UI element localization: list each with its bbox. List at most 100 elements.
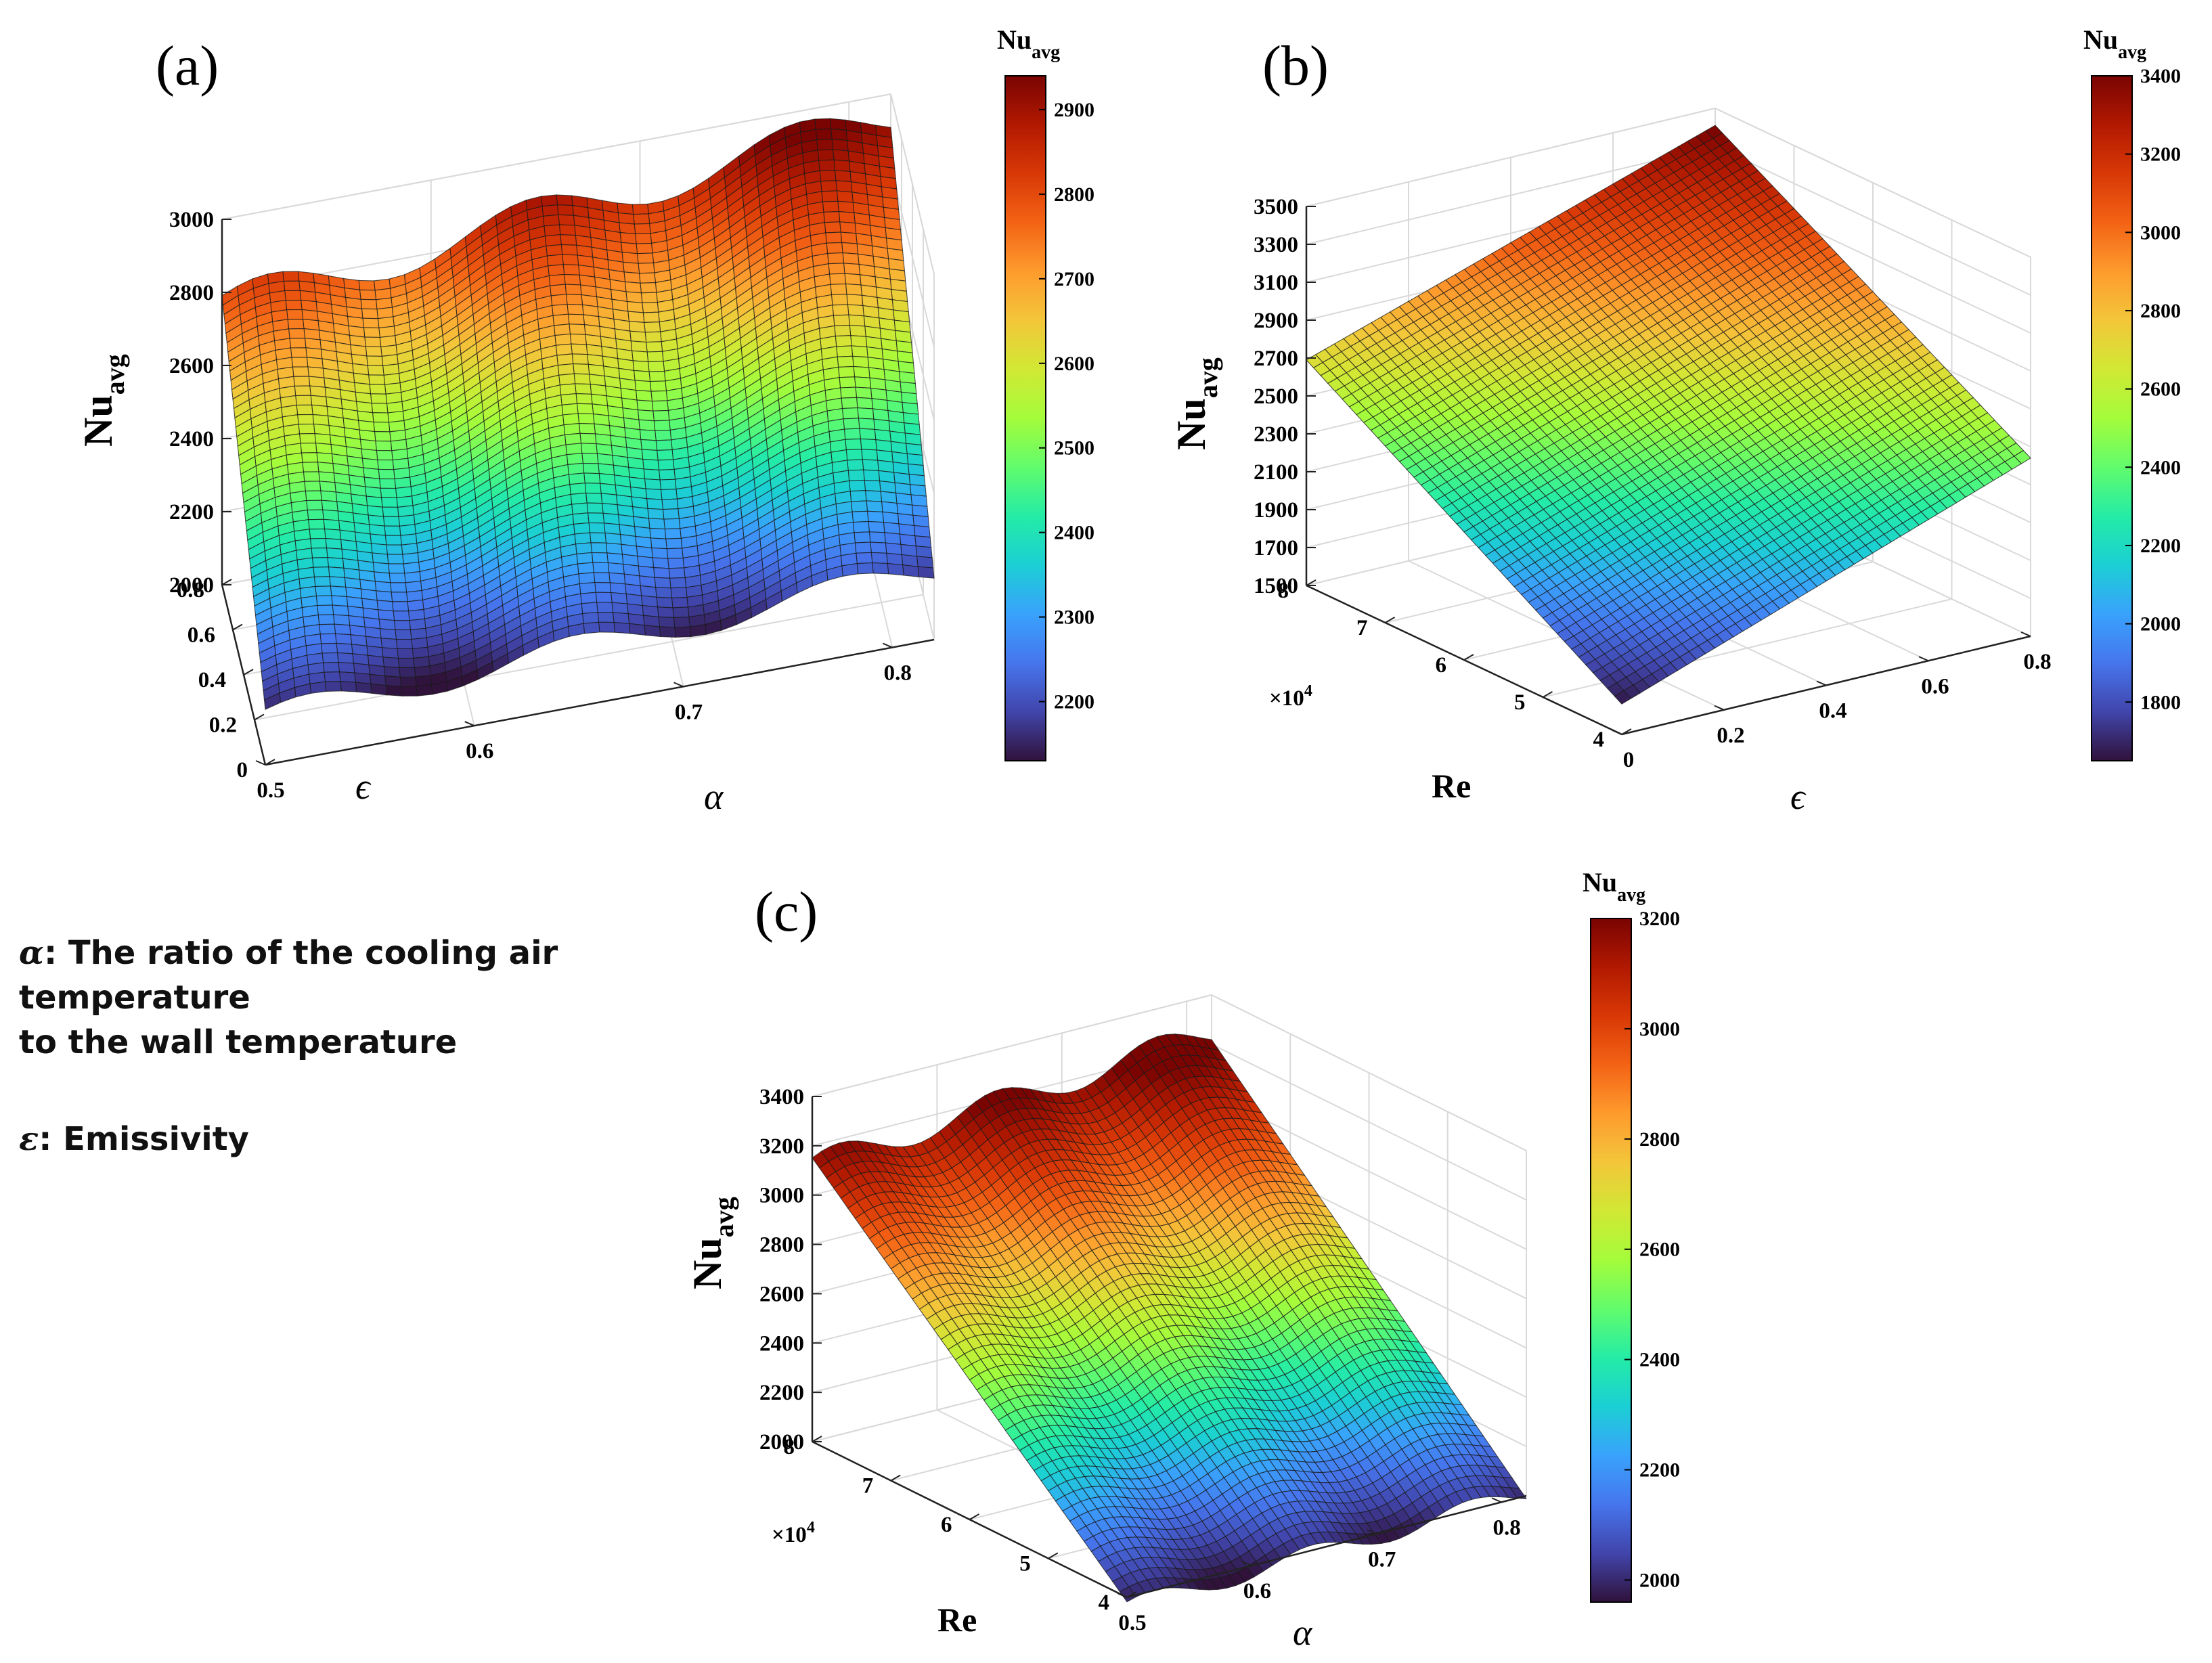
surface-patch (327, 557, 345, 569)
y-tick-label: 0 (237, 758, 248, 782)
box-edge (1306, 108, 1716, 207)
surface-patch (295, 395, 313, 406)
z-tick-label: 2600 (169, 354, 214, 378)
surface-patch (329, 576, 347, 587)
surface-patch (324, 681, 342, 692)
surface-patch (912, 514, 930, 528)
surface-patch (646, 498, 664, 510)
surface-patch (868, 531, 886, 544)
surface-patch (913, 525, 931, 538)
surface-patch (565, 284, 582, 296)
surface-patch (556, 194, 573, 206)
y-tick-label: 0.4 (198, 668, 226, 692)
x-tick-mark (1714, 705, 1725, 711)
surface-patch (853, 365, 870, 378)
surface-patch (639, 429, 657, 441)
surface-patch (288, 328, 306, 339)
surface-patch (859, 428, 877, 441)
surface-patch (323, 518, 340, 531)
surface-patch (624, 281, 642, 294)
surface-patch (656, 449, 674, 461)
surface-patch (587, 512, 605, 524)
surface-patch (313, 423, 331, 436)
surface-patch (566, 453, 583, 465)
surface-patch (595, 592, 613, 603)
surface-patch (904, 433, 922, 446)
surface-patch (840, 231, 858, 244)
surface-patch (370, 683, 388, 696)
x-tick-mark (882, 642, 893, 648)
surface-patch (820, 180, 838, 192)
surface-patch (562, 413, 580, 426)
z-tick-label: 3300 (1254, 233, 1298, 257)
surface-patch (649, 527, 667, 539)
x-tick-mark (2020, 631, 2031, 637)
surface-patch (864, 490, 883, 502)
surface-patch (555, 343, 573, 356)
surface-patch (384, 675, 402, 687)
surface-patch (546, 254, 564, 267)
surface-patch (384, 535, 402, 546)
surface-patch (289, 338, 307, 349)
surface-patch (886, 552, 904, 566)
surface-patch (562, 254, 579, 266)
surface-patch (652, 567, 671, 579)
surface-patch (648, 518, 665, 530)
y-tick-mark (243, 669, 254, 675)
surface-patch (385, 685, 403, 696)
surface-patch (645, 488, 663, 500)
x-tick-label: 0 (1623, 748, 1635, 772)
surface-patch (646, 351, 664, 363)
surface-patch (376, 449, 393, 461)
z-tick-label: 2900 (1254, 309, 1298, 333)
surface-patch (640, 282, 657, 294)
surface-patch (544, 224, 561, 237)
surface-patch (548, 273, 566, 286)
surface-patch (847, 459, 864, 471)
surface-patch (841, 242, 859, 254)
surface-patch (546, 244, 563, 257)
surface-patch (362, 317, 380, 329)
colorbar-title: Nuavg (2083, 24, 2146, 63)
surface-patch (882, 511, 900, 525)
surface-patch (315, 442, 333, 455)
surface-patch (814, 118, 832, 130)
surface-patch (319, 481, 336, 493)
surface-patch (589, 532, 607, 544)
surface-patch (338, 662, 355, 673)
surface-patch (263, 692, 282, 710)
surface-patch (660, 489, 678, 500)
surface-patch (866, 510, 885, 523)
surface-patch (662, 508, 680, 520)
surface-patch (375, 590, 393, 602)
surface-patch (311, 404, 329, 417)
surface-patch (400, 686, 418, 696)
surface-patch (670, 587, 688, 598)
z-tick-label: 1500 (1254, 574, 1298, 598)
surface-patch (633, 370, 651, 382)
x-tick-label: 0.6 (466, 739, 493, 763)
surface-patch (376, 600, 394, 612)
surface-patch (855, 386, 872, 399)
surface-patch (552, 313, 570, 326)
surface-patch (320, 642, 338, 654)
surface-patch (837, 200, 855, 213)
surface-patch (854, 541, 872, 554)
surface-patch (652, 409, 670, 422)
surface-patch (635, 390, 653, 402)
surface-patch (581, 602, 598, 615)
surface-patch (839, 376, 856, 389)
surface-patch (636, 242, 653, 254)
surface-patch (558, 373, 576, 386)
y-tick-mark (254, 713, 265, 721)
panel-a-x-axis-label: α (704, 776, 724, 817)
surface-patch (842, 252, 860, 265)
surface-patch (905, 443, 923, 456)
colorbar-tick-label: 2800 (2140, 300, 2181, 322)
surface-patch (834, 169, 852, 183)
surface-patch (322, 652, 339, 663)
surface-patch (556, 353, 574, 366)
surface-patch (609, 582, 627, 595)
surface-patch (644, 625, 661, 638)
surface-patch (326, 548, 344, 559)
